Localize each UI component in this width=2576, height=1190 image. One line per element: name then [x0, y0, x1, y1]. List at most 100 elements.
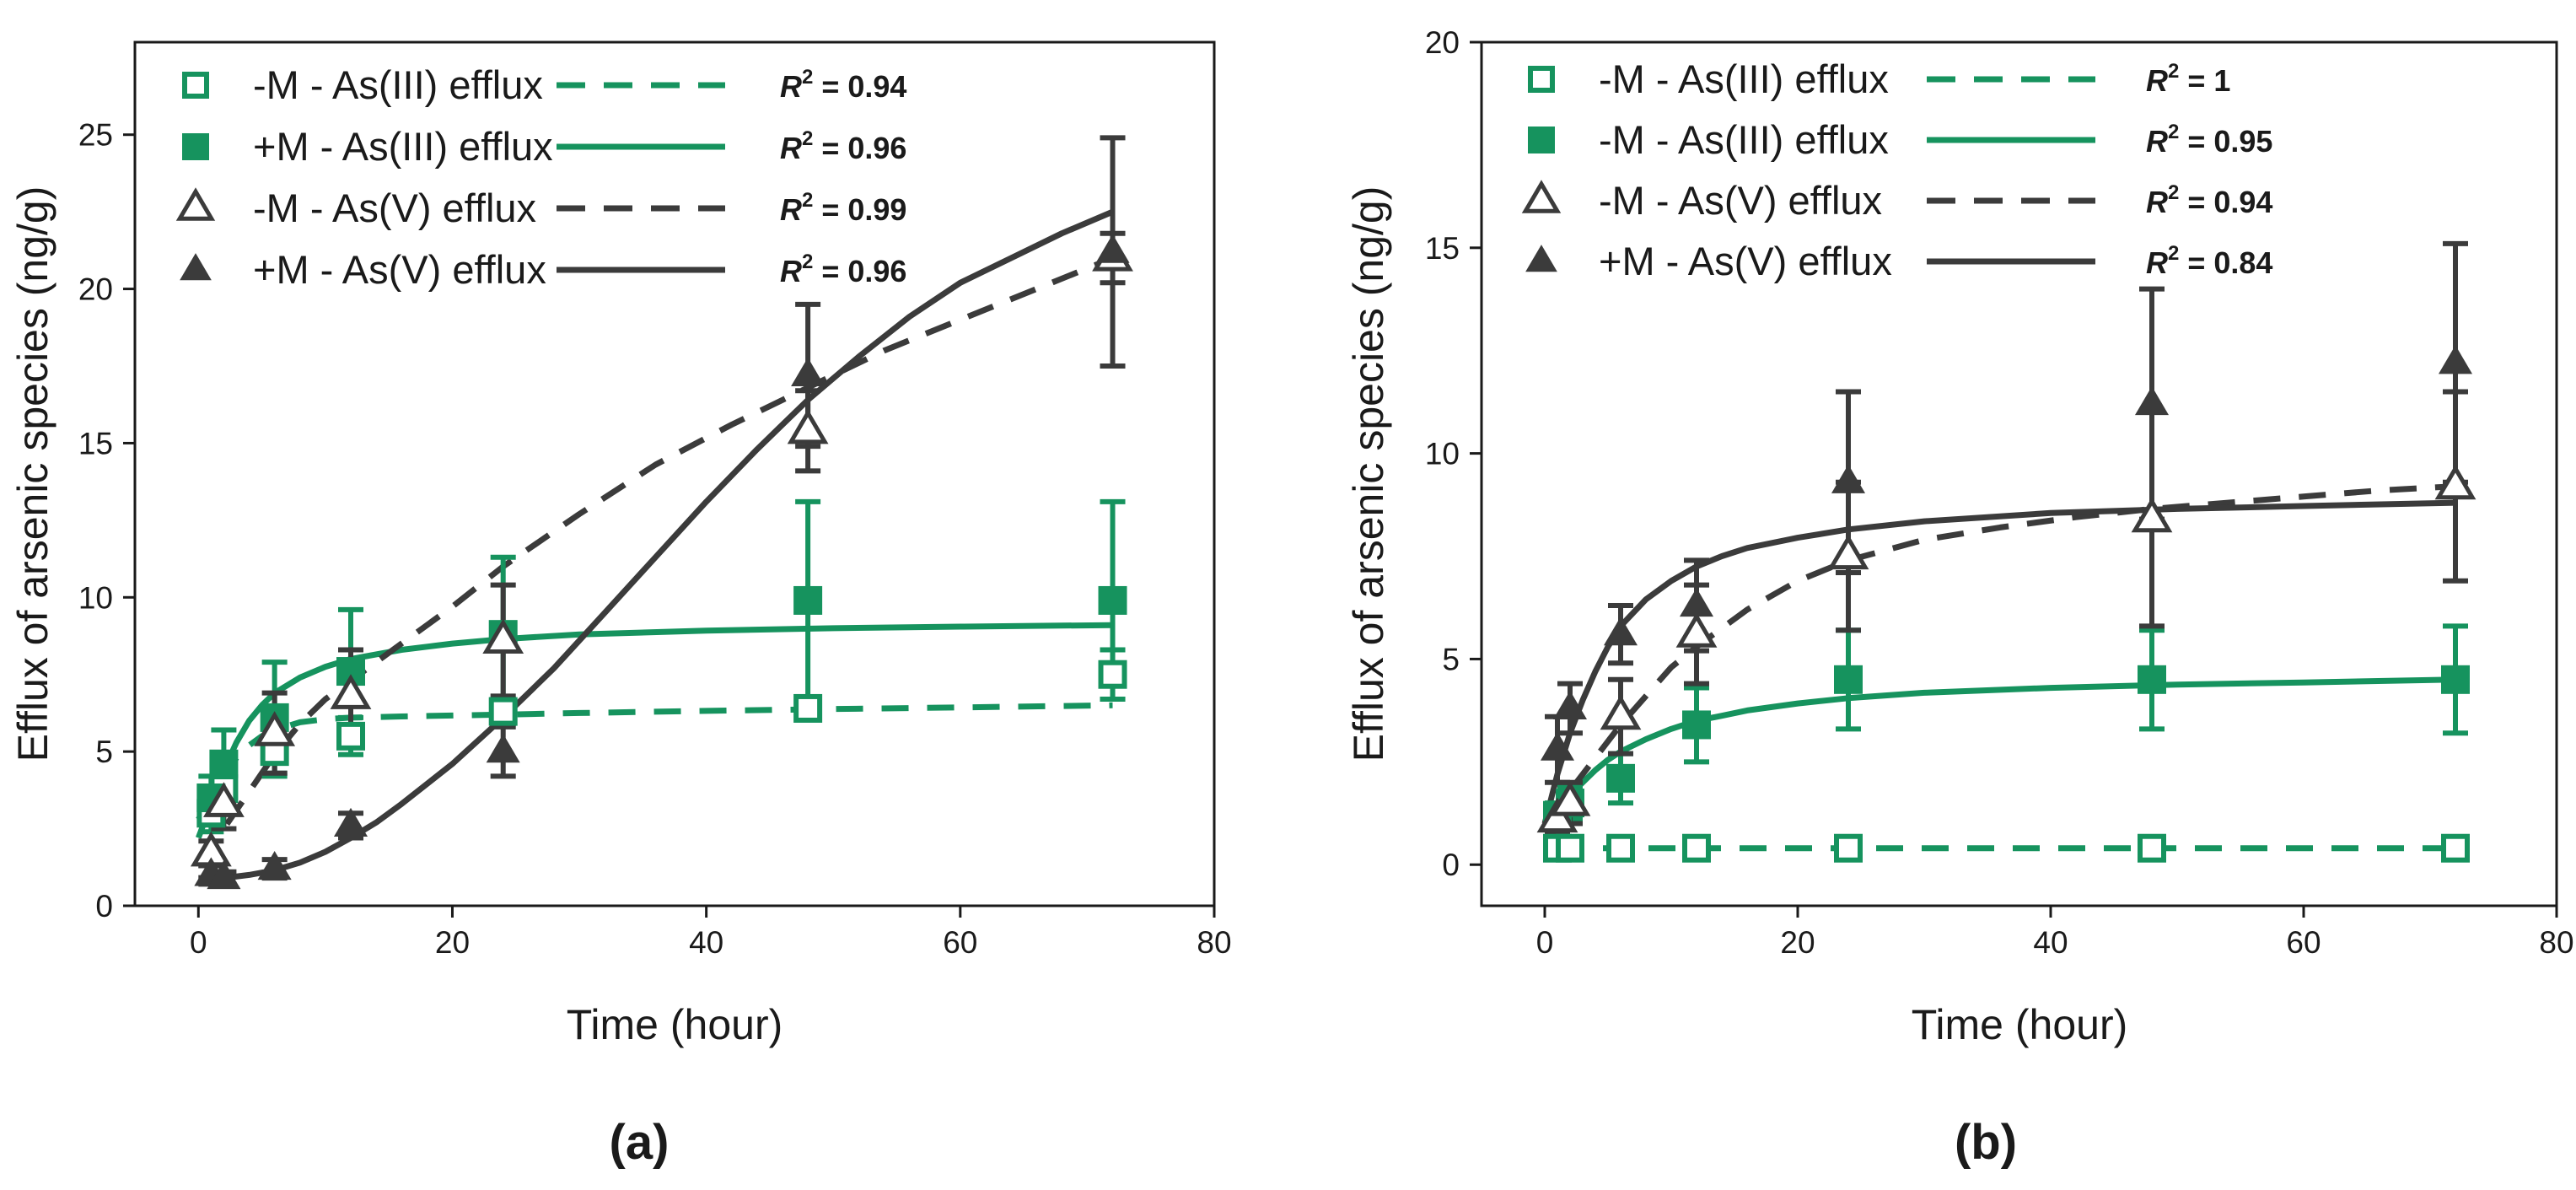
x-tick-label: 60 [943, 925, 977, 960]
chart-panel-a: Time (hour) Efflux of arsenic species (n… [9, 40, 1232, 1170]
fit-line [1541, 499, 2456, 825]
legend-label: +M - As(III) efflux [253, 124, 553, 169]
r-squared-symbol: R [780, 192, 802, 227]
y-axis-title: Efflux of arsenic species (ng/g) [9, 186, 56, 762]
y-tick-label: 15 [1425, 231, 1460, 266]
data-point [793, 693, 823, 723]
r-squared-symbol: R [2146, 185, 2168, 219]
data-point [1521, 180, 1562, 213]
y-tick-label: 5 [95, 735, 113, 769]
legend-label: +M - As(V) efflux [253, 247, 546, 292]
data-point [333, 807, 368, 837]
data-point [1682, 833, 1711, 863]
r-squared-symbol: R [2146, 245, 2168, 280]
legend-label: -M - As(V) efflux [1599, 178, 1882, 223]
data-point [1682, 710, 1711, 740]
r-squared-value: = 0.94 [813, 69, 906, 104]
legend-entry: +M - As(V) efflux R2 = 0.84 [1525, 239, 2272, 283]
r-squared-exponent: 2 [802, 66, 813, 89]
y-tick-label: 10 [1425, 437, 1460, 471]
r-squared-exponent: 2 [802, 250, 813, 273]
r-squared-label: R2 = 0.96 [780, 250, 906, 288]
data-point [182, 133, 209, 160]
data-point [2134, 386, 2170, 416]
data-point [1831, 464, 1866, 493]
x-tick-label: 20 [435, 925, 470, 960]
data-point [787, 408, 829, 444]
x-axis-title: Time (hour) [1912, 1001, 2128, 1048]
r-squared-label: R2 = 0.99 [780, 189, 906, 227]
x-tick-label: 80 [2539, 925, 2573, 960]
legend-label: +M - As(V) efflux [1599, 239, 1892, 283]
y-tick-label: 0 [1442, 848, 1460, 882]
data-point [1095, 234, 1130, 263]
legend-label: -M - As(V) efflux [253, 186, 536, 230]
r-squared-label: R2 = 0.95 [2146, 121, 2272, 159]
x-tick-label: 0 [190, 925, 207, 960]
y-tick-label: 15 [78, 426, 113, 460]
r-squared-value: = 0.95 [2179, 124, 2272, 159]
fit-line [198, 208, 1114, 881]
y-tick-label: 25 [78, 118, 113, 153]
legend-entry: -M - As(V) efflux R2 = 0.99 [175, 186, 906, 230]
data-point [1556, 833, 1584, 863]
r-squared-value: = 0.84 [2179, 245, 2272, 280]
data-point [175, 187, 216, 221]
data-point [791, 357, 826, 387]
x-tick-label: 40 [689, 925, 723, 960]
fit-line [196, 622, 1113, 839]
fit-line [196, 255, 1114, 862]
data-point [1528, 127, 1555, 153]
r-squared-value: = 0.96 [813, 254, 906, 288]
data-point [1675, 612, 1718, 648]
data-point [207, 860, 241, 890]
data-point [2131, 497, 2173, 533]
data-point [209, 749, 239, 778]
panel-label: (b) [1955, 1115, 2017, 1170]
data-point [1525, 245, 1557, 272]
data-point [336, 721, 365, 751]
data-point [488, 697, 518, 726]
data-point [1827, 534, 1869, 570]
fit-line [196, 702, 1113, 821]
r-squared-exponent: 2 [2168, 242, 2179, 265]
data-point [1834, 665, 1863, 694]
data-point [2441, 833, 2470, 863]
legend-entry: -M - As(III) efflux R2 = 0.94 [182, 62, 906, 107]
data-point [1834, 833, 1863, 863]
r-squared-value: = 1 [2179, 63, 2230, 98]
legend-label: -M - As(III) efflux [1599, 117, 1889, 162]
data-point [2434, 464, 2477, 500]
r-squared-value: = 0.99 [813, 192, 906, 227]
y-tick-label: 20 [78, 272, 113, 307]
legend-entry: -M - As(III) efflux R2 = 0.95 [1528, 117, 2272, 162]
x-tick-label: 60 [2286, 925, 2321, 960]
y-tick-label: 10 [78, 580, 113, 615]
data-point [1098, 585, 1127, 615]
data-point [1528, 66, 1555, 93]
x-axis-title: Time (hour) [567, 1001, 783, 1048]
data-point [2441, 665, 2470, 694]
r-squared-value: = 0.94 [2179, 185, 2272, 219]
r-squared-symbol: R [780, 254, 802, 288]
legend-entry: +M - As(III) efflux R2 = 0.96 [182, 124, 906, 169]
legend-entry: -M - As(V) efflux R2 = 0.94 [1521, 178, 2272, 223]
y-axis-title: Efflux of arsenic species (ng/g) [1345, 186, 1392, 762]
r-squared-exponent: 2 [2168, 181, 2179, 204]
fit-line [1542, 483, 2456, 826]
legend-label: -M - As(III) efflux [253, 62, 543, 107]
data-point [1603, 617, 1638, 646]
y-tick-label: 5 [1442, 642, 1460, 676]
data-point [486, 734, 520, 763]
fit-line [1542, 676, 2456, 826]
chart-panel-b: Time (hour) Efflux of arsenic species (n… [1345, 25, 2574, 1170]
data-point [793, 585, 823, 615]
data-point [203, 782, 245, 817]
r-squared-symbol: R [780, 131, 802, 165]
r-squared-label: R2 = 0.94 [780, 66, 906, 104]
panel-label: (a) [610, 1115, 670, 1170]
plot-frame [1480, 40, 2558, 907]
plot-frame [133, 40, 1216, 907]
data-point [1679, 587, 1714, 617]
data-point [182, 72, 209, 99]
